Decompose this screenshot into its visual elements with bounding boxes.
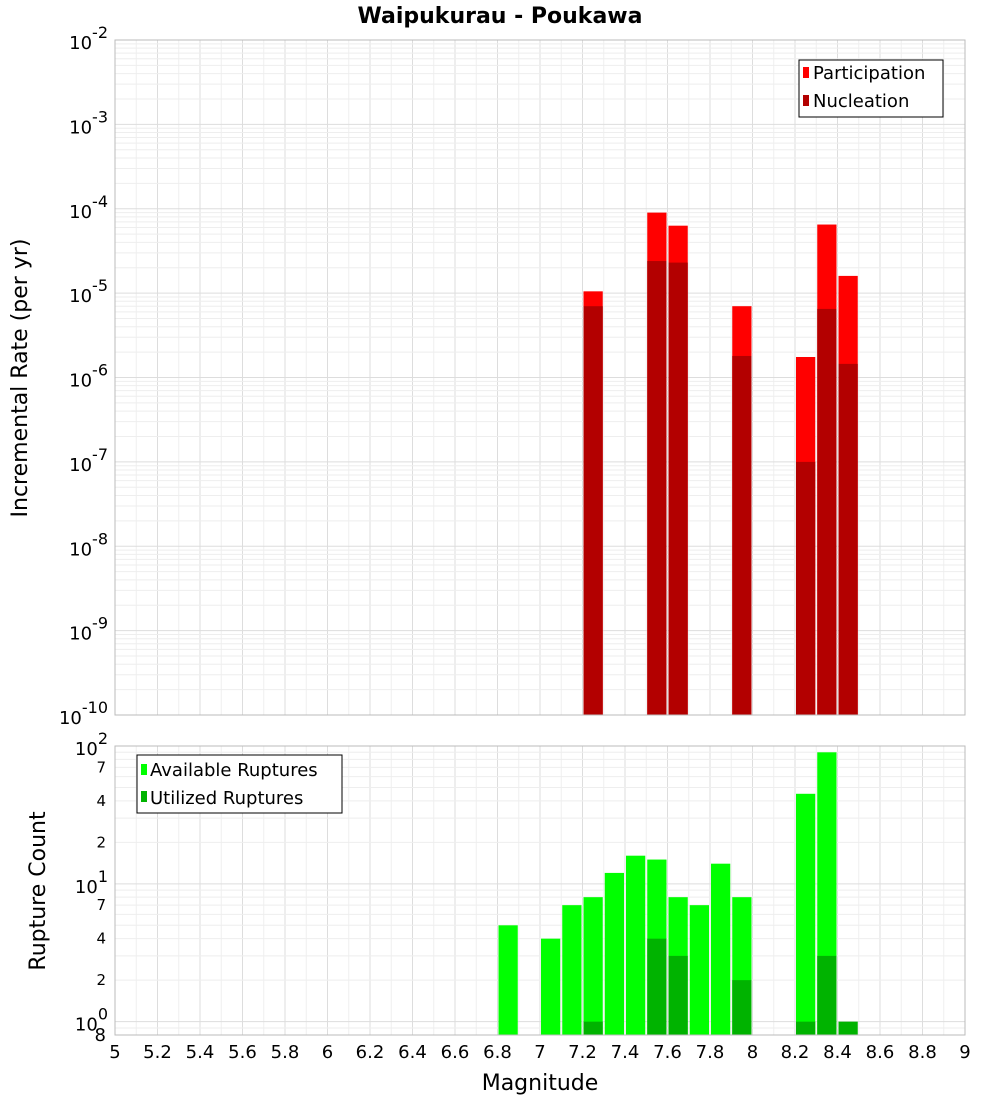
x-tick-label: 8.6 [866, 1042, 895, 1063]
count-available-ruptures-bar [626, 855, 646, 1035]
available-ruptures-legend-label: Available Ruptures [150, 760, 318, 781]
x-tick-label: 8.2 [781, 1042, 810, 1063]
available-ruptures-legend-swatch [141, 764, 147, 775]
count-utilized-ruptures-bar [732, 980, 752, 1035]
x-tick-label: 7.4 [611, 1042, 640, 1063]
x-tick-label: 9 [959, 1042, 970, 1063]
top-y-tick-labels: 10-10 10-9 10-8 10-7 10-6 10-5 10-4 10-3 10-2 [59, 23, 108, 729]
y-tick-label: 10-4 [69, 192, 108, 223]
count-available-ruptures-bar [583, 897, 603, 1035]
y-tick-label: 10-9 [69, 614, 108, 645]
x-tick-label: 7.6 [653, 1042, 682, 1063]
utilized-ruptures-legend-label: Utilized Ruptures [150, 788, 303, 809]
x-tick-label: 8.4 [823, 1042, 852, 1063]
x-tick-label: 5.8 [271, 1042, 300, 1063]
x-tick-label: 6 [322, 1042, 333, 1063]
x-tick-label: 8.8 [908, 1042, 937, 1063]
count-available-ruptures-bar [689, 905, 709, 1035]
x-tick-labels: 5 5.2 5.4 5.6 5.8 6 6.2 6.4 6.6 6.8 7 7.2 7.4 7.6 7.8 8… [109, 1042, 970, 1063]
x-tick-label: 6.4 [398, 1042, 427, 1063]
y-tick-label: 10-10 [59, 698, 108, 729]
y-tick-label: 10-6 [69, 361, 108, 392]
y-tick-label: 10-3 [69, 107, 108, 138]
x-tick-label: 6.6 [441, 1042, 470, 1063]
y-tick-label: 100 [75, 1005, 108, 1036]
top-plot-bars [583, 212, 858, 716]
y-tick-label: 102 [75, 729, 108, 760]
x-tick-label: 5.2 [143, 1042, 172, 1063]
utilized-ruptures-legend-swatch [141, 791, 147, 802]
bottom-y-tick-labels: 100 101 102 2 4 7 2 4 7 8 [75, 729, 108, 1046]
bottom-legend: Available Ruptures Utilized Ruptures [136, 754, 343, 814]
rate-nucleation-bar [668, 262, 688, 715]
x-tick-label: 8 [747, 1042, 758, 1063]
count-available-ruptures-bar [796, 793, 816, 1035]
y-tick-label: 10-5 [69, 276, 108, 307]
x-tick-label: 5.6 [228, 1042, 257, 1063]
x-tick-label: 7.8 [696, 1042, 725, 1063]
participation-legend-swatch [803, 67, 809, 78]
y-minor-tick-label: 4 [96, 792, 106, 810]
bottom-plot-bars [498, 752, 858, 1035]
count-utilized-ruptures-bar [583, 1021, 603, 1035]
rate-nucleation-bar [817, 308, 837, 715]
y-tick-label: 101 [75, 867, 108, 898]
nucleation-legend-label: Nucleation [813, 91, 909, 112]
bottom-y-axis-title: Rupture Count [26, 811, 51, 971]
y-minor-tick-label: 7 [96, 758, 106, 776]
x-tick-label: 6.2 [356, 1042, 385, 1063]
count-utilized-ruptures-bar [647, 938, 667, 1035]
rate-nucleation-bar [796, 461, 816, 715]
bottom-plot-border [114, 745, 966, 1036]
x-tick-label: 7.2 [568, 1042, 597, 1063]
top-legend: Participation Nucleation [798, 59, 944, 118]
rate-nucleation-bar [647, 261, 667, 715]
x-tick-label: 6.8 [483, 1042, 512, 1063]
top-plot-border [114, 39, 966, 716]
count-utilized-ruptures-bar [668, 955, 688, 1035]
y-minor-tick-label: 2 [96, 833, 106, 851]
chart-title: Waipukurau - Poukawa [358, 4, 643, 29]
rate-nucleation-bar [583, 306, 603, 715]
count-utilized-ruptures-bar [796, 1021, 816, 1035]
count-utilized-ruptures-bar [838, 1021, 858, 1035]
y-minor-tick-label: 2 [96, 971, 106, 989]
top-plot-grid [114, 39, 966, 716]
count-available-ruptures-bar [562, 905, 582, 1035]
bottom-legend-box [136, 754, 343, 814]
participation-legend-label: Participation [813, 63, 925, 84]
count-available-ruptures-bar [498, 925, 518, 1035]
count-available-ruptures-bar [604, 872, 624, 1035]
x-tick-label: 7 [534, 1042, 545, 1063]
y-minor-tick-label: 4 [96, 930, 106, 948]
y-minor-tick-label: 7 [96, 896, 106, 914]
rate-nucleation-bar [732, 355, 752, 715]
count-available-ruptures-bar [541, 938, 561, 1035]
x-axis-title: Magnitude [482, 1071, 599, 1096]
y-tick-label: 10-2 [69, 23, 108, 54]
x-tick-label: 5.4 [186, 1042, 215, 1063]
y-tick-label: 10-8 [69, 529, 108, 560]
y-tick-label: 10-7 [69, 445, 108, 476]
count-available-ruptures-bar [711, 863, 731, 1035]
nucleation-legend-swatch [803, 95, 809, 106]
top-legend-box [798, 59, 944, 118]
count-utilized-ruptures-bar [817, 955, 837, 1035]
top-y-axis-title: Incremental Rate (per yr) [8, 239, 33, 518]
y-bottom-tick-label: 8 [95, 1025, 106, 1046]
rate-nucleation-bar [838, 363, 858, 715]
x-tick-label: 5 [109, 1042, 120, 1063]
